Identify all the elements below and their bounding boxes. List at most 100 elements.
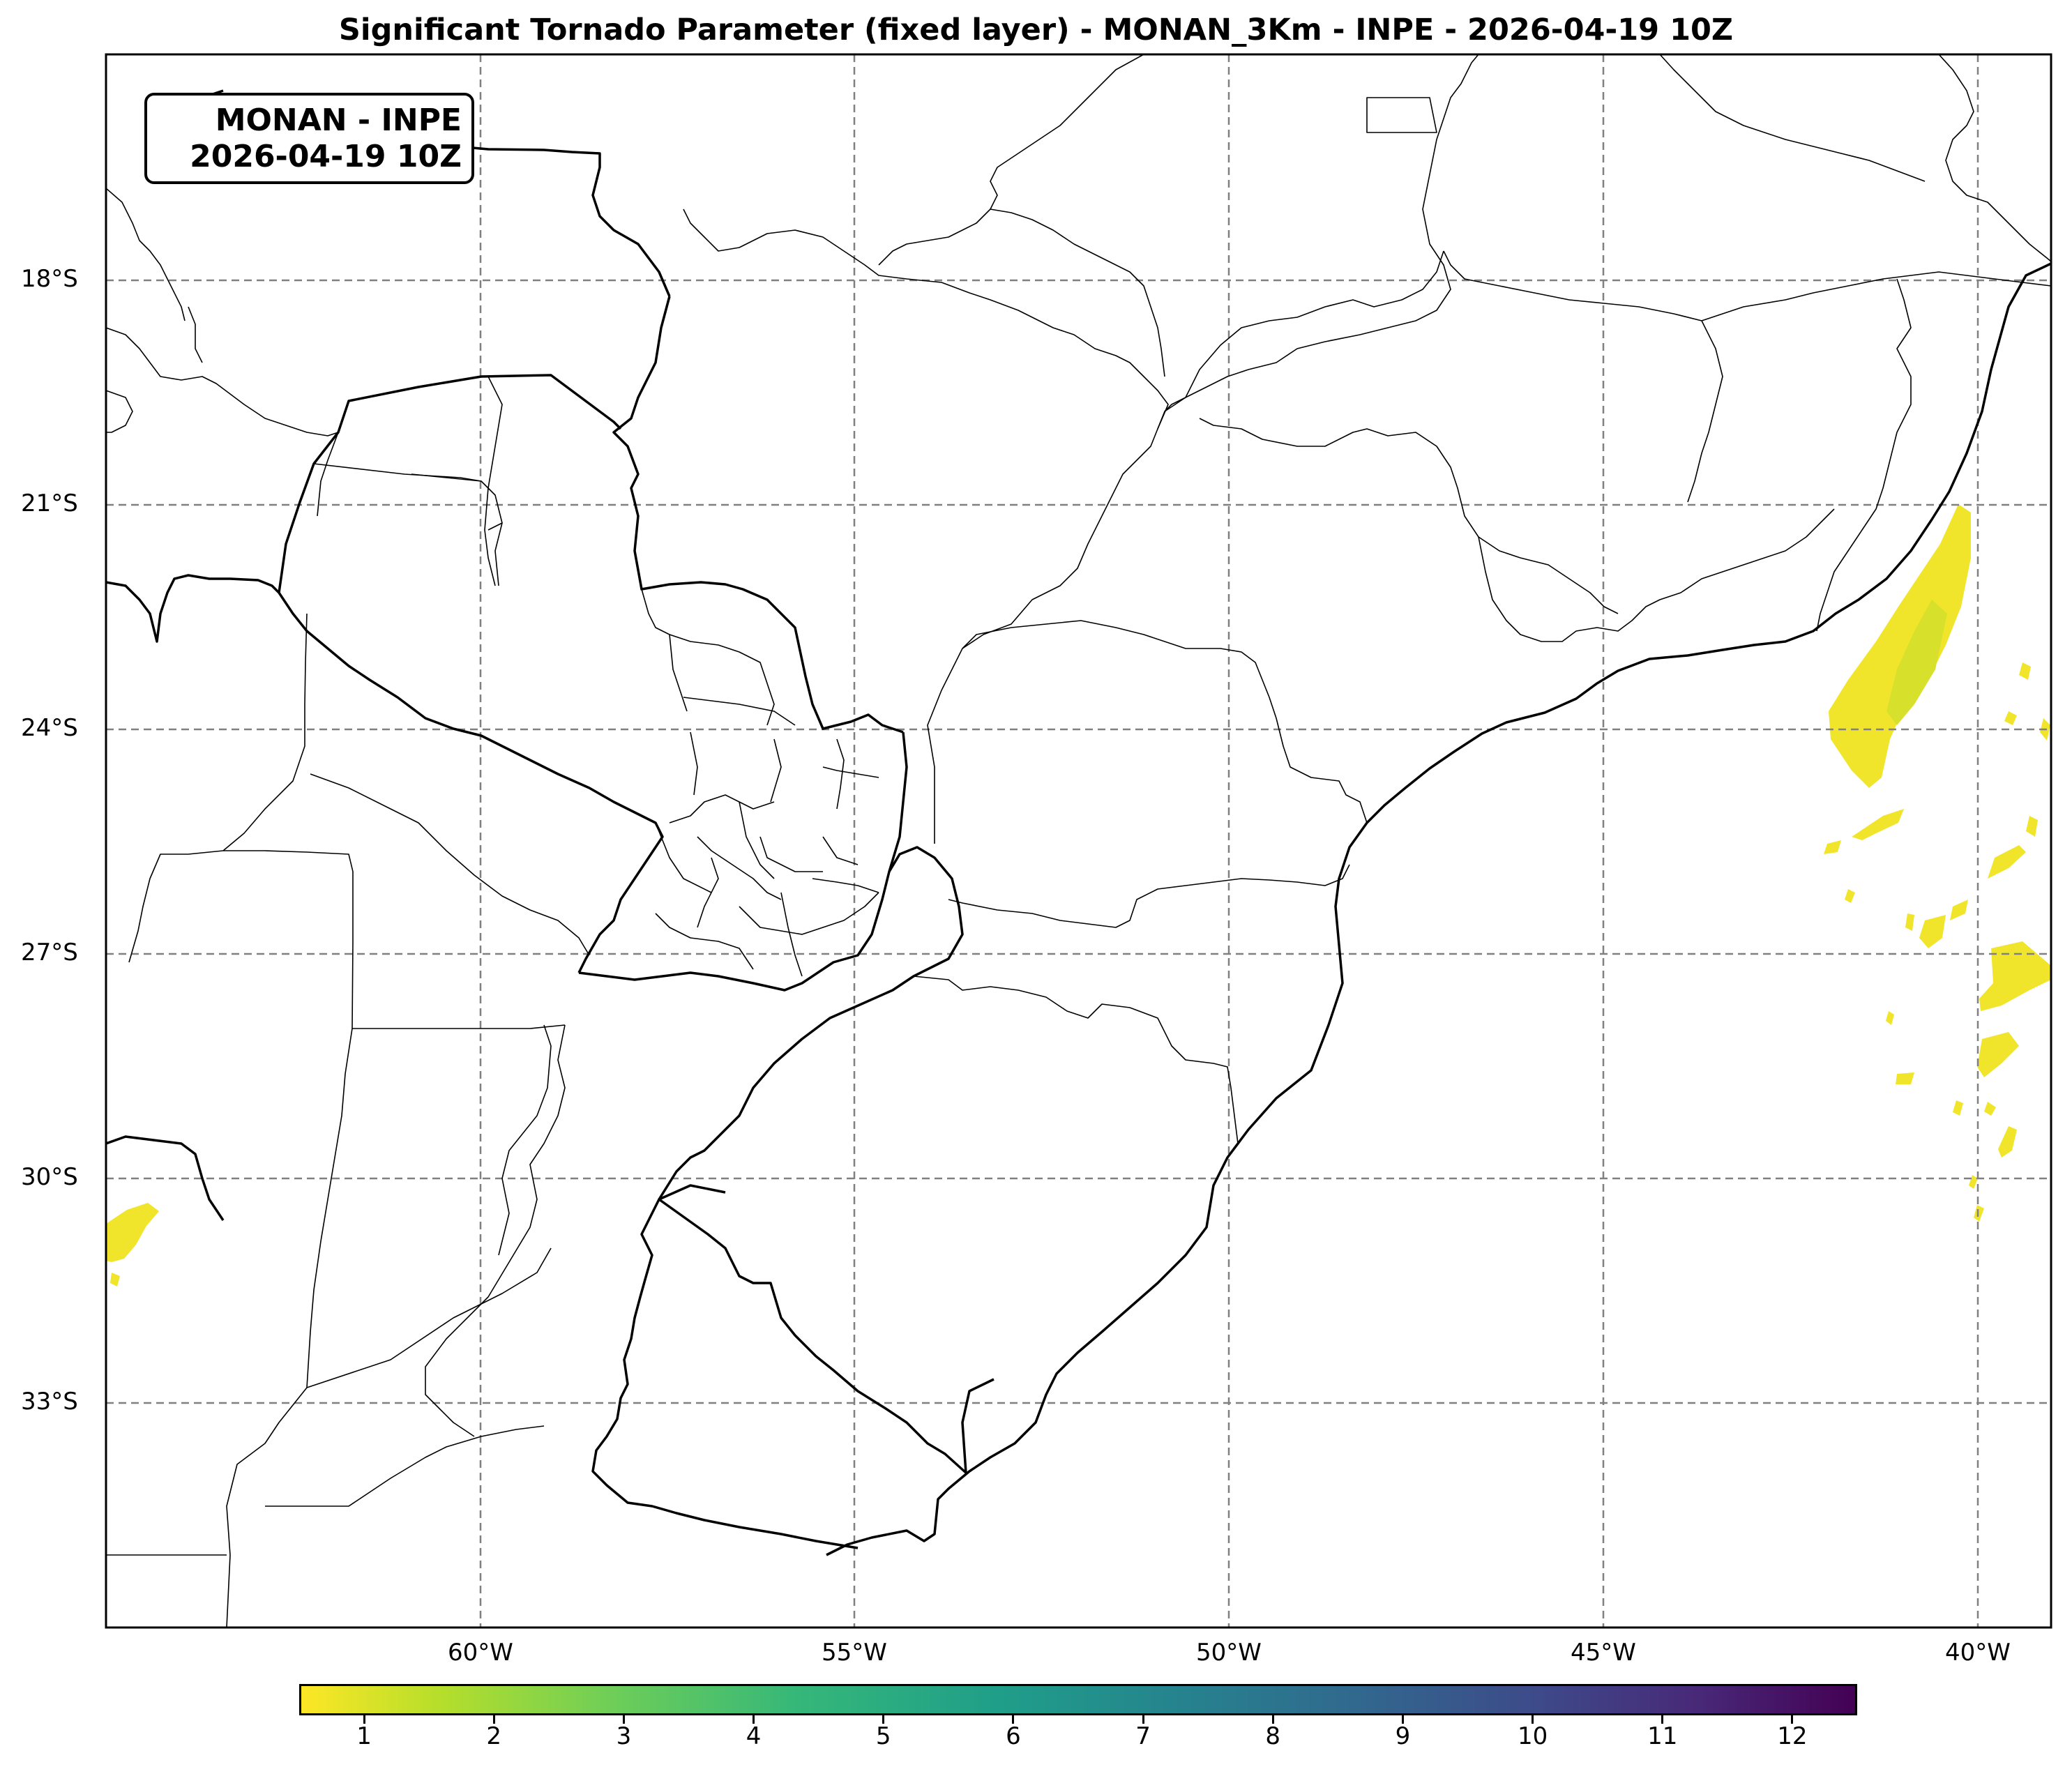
stp-contours (106, 504, 2051, 1287)
colorbar-tick-mark (1142, 1715, 1144, 1724)
state-border (498, 1024, 552, 1256)
lat-tick-label: 30°S (21, 1163, 78, 1191)
stp-cell (1953, 1100, 1963, 1116)
colorbar-tick-label: 7 (1135, 1722, 1151, 1750)
state-border (948, 864, 1350, 928)
map-frame (106, 54, 2051, 1628)
stp-cell (2019, 662, 2031, 680)
stp-region-argentina (106, 1203, 159, 1262)
lat-tick-label: 21°S (21, 490, 78, 517)
state-border (265, 1425, 545, 1507)
lat-tick-label: 18°S (21, 265, 78, 293)
stp-cell (1950, 900, 1968, 920)
border-bolivia-paraguay (278, 374, 622, 593)
colorbar-tick-mark (622, 1715, 625, 1724)
state-border (106, 327, 339, 437)
state-border (1701, 271, 2051, 321)
stp-region-offshore-band-core (1886, 600, 1947, 725)
state-border (106, 188, 186, 321)
state-border (913, 976, 1239, 1158)
stp-cell (1845, 889, 1855, 903)
gridlines (106, 54, 2051, 1628)
country-borders (106, 89, 2051, 1556)
colorbar-tick-mark (753, 1715, 755, 1724)
state-border (306, 1028, 353, 1388)
colorbar-tick-label: 2 (486, 1722, 502, 1750)
chart-title: Significant Tornado Parameter (fixed lay… (338, 13, 1734, 47)
state-border (990, 208, 1165, 377)
stp-cell (2026, 816, 2038, 837)
model-badge: MONAN - INPE 2026-04-19 10Z (144, 93, 474, 184)
stp-cell (1852, 809, 1904, 840)
border-paraguay-argentina (278, 592, 908, 973)
colorbar-tick-label: 6 (1006, 1722, 1021, 1750)
state-border (878, 54, 1144, 266)
border-argentina-chile (106, 574, 280, 643)
state-border (1478, 508, 1835, 642)
colorbar-tick-mark (1271, 1715, 1274, 1724)
state-border (313, 463, 503, 586)
state-border (683, 697, 796, 803)
state-border (352, 1024, 566, 1029)
stp-cell (1998, 1126, 2017, 1158)
state-border (310, 773, 590, 956)
border-uruguay-south (591, 1184, 995, 1549)
state-border (106, 390, 133, 433)
colorbar-tick-mark (1012, 1715, 1015, 1724)
state-border (317, 432, 482, 517)
lon-tick-label: 60°W (448, 1639, 513, 1667)
border-brazil-argentina (578, 846, 964, 1200)
colorbar-tick-label: 8 (1265, 1722, 1281, 1750)
border-argentina-west (106, 1135, 225, 1221)
lon-tick-label: 50°W (1196, 1639, 1262, 1667)
colorbar-tick-mark (1661, 1715, 1664, 1724)
stp-cell (1984, 1102, 1996, 1116)
lat-tick-label: 24°S (21, 714, 78, 742)
state-border (927, 620, 1368, 844)
lon-tick-label: 45°W (1571, 1639, 1636, 1667)
state-border (1443, 250, 1723, 503)
state-border (822, 738, 879, 810)
colorbar-tick-mark (492, 1715, 495, 1724)
colorbar-tick-label: 3 (616, 1722, 632, 1750)
state-border (739, 836, 879, 935)
lat-tick-label: 33°S (21, 1388, 78, 1416)
stp-cell (1979, 941, 2051, 1011)
state-border (1164, 250, 1444, 412)
state-border (1199, 418, 1619, 614)
colorbar (299, 1684, 1857, 1715)
state-border (1816, 278, 1912, 632)
state-border (1659, 54, 1926, 182)
state-border (655, 801, 859, 893)
state-border (697, 836, 782, 928)
colorbar-tick-label: 11 (1647, 1722, 1678, 1750)
coastline (826, 262, 2051, 1556)
lon-tick-label: 40°W (1945, 1639, 2011, 1667)
stp-cell (1905, 913, 1914, 931)
stp-cell (1969, 1175, 1978, 1189)
colorbar-tick-label: 1 (356, 1722, 372, 1750)
state-border (1366, 97, 1437, 133)
border-brazil-paraguay (612, 296, 904, 734)
colorbar-tick-mark (363, 1715, 365, 1724)
stp-cell (1824, 840, 1841, 854)
colorbar-tick-label: 4 (746, 1722, 762, 1750)
state-border (962, 369, 1249, 649)
stp-cell (1886, 1011, 1894, 1025)
border-brazil-uruguay (658, 1198, 967, 1474)
colorbar-tick-mark (1532, 1715, 1534, 1724)
state-border (1248, 54, 1479, 370)
stp-cell (2004, 711, 2017, 725)
badge-model-label: MONAN - INPE (215, 103, 462, 138)
stp-cell (1896, 1072, 1914, 1084)
state-border (306, 1247, 552, 1388)
colorbar-tick-label: 10 (1517, 1722, 1548, 1750)
colorbar-tick-mark (1791, 1715, 1794, 1724)
state-border (641, 589, 775, 726)
stp-cell (110, 1273, 120, 1287)
stp-cell (1974, 1205, 1984, 1222)
colorbar-tick-mark (882, 1715, 885, 1724)
state-border (223, 850, 354, 1029)
state-border (484, 376, 503, 586)
